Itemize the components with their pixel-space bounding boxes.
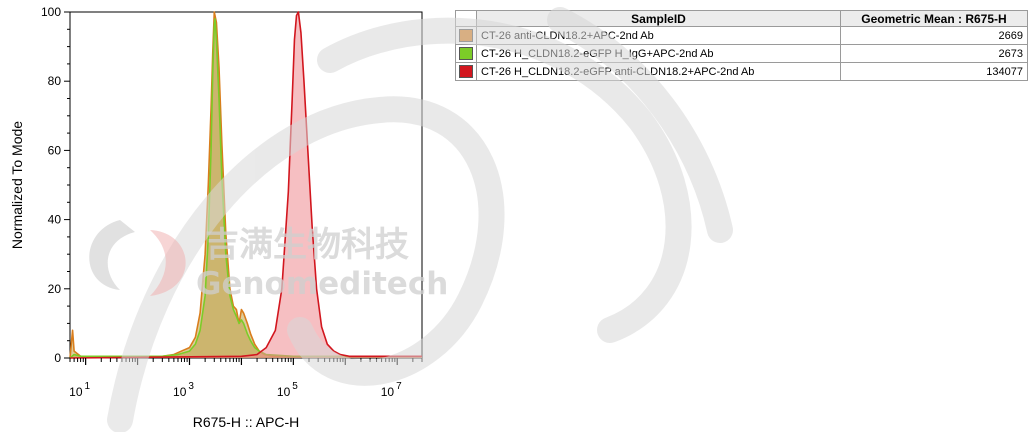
y-tick-label: 100 xyxy=(41,5,61,19)
x-tick-label: 10 7 xyxy=(381,381,402,399)
y-axis: 0 20 40 60 80 100 xyxy=(41,5,70,365)
geometric-mean-cell: 134077 xyxy=(840,62,1028,81)
legend-swatch-cell xyxy=(455,62,477,81)
plot-frame xyxy=(69,11,423,359)
x-tick-label: 10 1 xyxy=(69,381,90,399)
legend-swatch-red xyxy=(459,65,473,78)
y-tick-label: 0 xyxy=(54,351,61,365)
legend-swatch-cell xyxy=(455,26,477,45)
x-tick-exponent: 7 xyxy=(396,381,402,392)
legend-swatch-cell xyxy=(455,44,477,63)
x-tick-exponent: 3 xyxy=(188,381,194,392)
statistics-table: SampleID Geometric Mean : R675-H CT-26 a… xyxy=(455,10,1028,81)
x-axis-title: R675-H :: APC-H xyxy=(193,414,300,430)
x-tick-exponent: 1 xyxy=(85,381,91,392)
y-tick-label: 20 xyxy=(48,282,62,296)
histogram-chart: 0 20 40 60 80 100 10 1 10 3 10 5 10 7 Normalized To … xyxy=(9,5,423,430)
x-tick-label: 10 5 xyxy=(277,381,298,399)
swatch-header xyxy=(455,10,477,27)
table-header-row: SampleID Geometric Mean : R675-H xyxy=(455,10,1028,27)
sample-id-cell: CT-26 H_CLDN18.2-eGFP H_IgG+APC-2nd Ab xyxy=(476,44,841,63)
y-tick-label: 60 xyxy=(48,143,62,157)
table-row: CT-26 anti-CLDN18.2+APC-2nd Ab 2669 xyxy=(455,26,1028,45)
table-row: CT-26 H_CLDN18.2-eGFP anti-CLDN18.2+APC-… xyxy=(455,62,1028,81)
geometric-mean-cell: 2673 xyxy=(840,44,1028,63)
plot-area xyxy=(69,11,423,359)
table-row: CT-26 H_CLDN18.2-eGFP H_IgG+APC-2nd Ab 2… xyxy=(455,44,1028,63)
legend-swatch-green xyxy=(459,47,473,60)
geometric-mean-header: Geometric Mean : R675-H xyxy=(840,10,1028,27)
y-tick-label: 40 xyxy=(48,213,62,227)
sample-id-header: SampleID xyxy=(476,10,841,27)
sample-id-cell: CT-26 anti-CLDN18.2+APC-2nd Ab xyxy=(476,26,841,45)
y-tick-label: 80 xyxy=(48,74,62,88)
x-tick-label: 10 3 xyxy=(173,381,194,399)
x-axis: 10 1 10 3 10 5 10 7 xyxy=(69,358,423,399)
geometric-mean-cell: 2669 xyxy=(840,26,1028,45)
sample-id-cell: CT-26 H_CLDN18.2-eGFP anti-CLDN18.2+APC-… xyxy=(476,62,841,81)
legend-swatch-orange xyxy=(459,29,473,42)
y-axis-title: Normalized To Mode xyxy=(9,121,25,249)
x-tick-exponent: 5 xyxy=(292,381,298,392)
